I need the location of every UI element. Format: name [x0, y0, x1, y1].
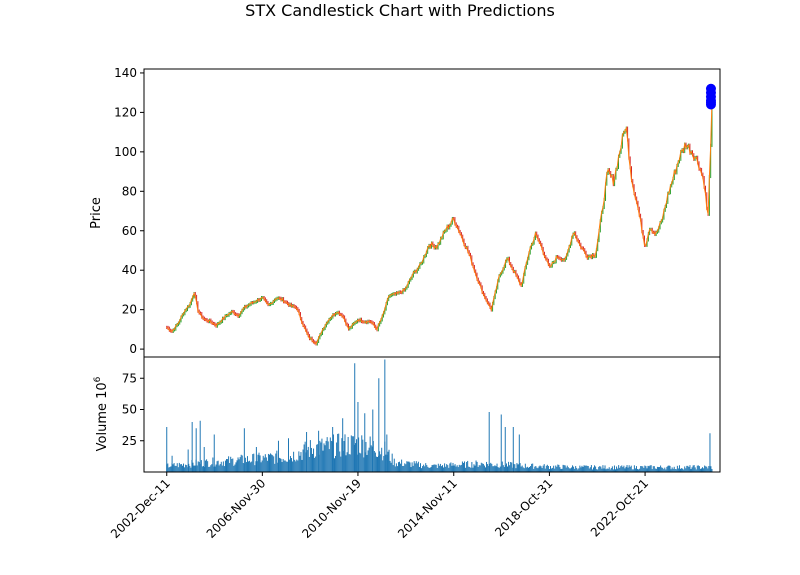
price-tick-label: 120 — [114, 105, 137, 119]
chart-title: STX Candlestick Chart with Predictions — [245, 1, 555, 20]
volume-y-ticks: 25 50 75 — [122, 371, 144, 448]
x-tick-label: 2002-Dec-11 — [108, 476, 173, 541]
x-tick-label: 2014-Nov-11 — [395, 476, 460, 541]
price-y-ticks: 0 20 40 60 80 100 120 140 — [114, 66, 144, 356]
price-tick-label: 80 — [122, 184, 137, 198]
price-tick-label: 60 — [122, 224, 137, 238]
volume-tick-label: 50 — [122, 403, 137, 417]
volume-bars — [166, 359, 713, 472]
volume-y-label-text: Volume 10 — [95, 382, 110, 451]
price-tick-label: 140 — [114, 66, 137, 80]
price-y-label: Price — [89, 197, 104, 229]
price-tick-label: 0 — [129, 342, 137, 356]
price-tick-label: 40 — [122, 263, 137, 277]
x-tick-label: 2018-Oct-31 — [492, 476, 555, 539]
volume-y-label-exponent: 6 — [93, 376, 103, 382]
x-tick-label: 2010-Nov-19 — [299, 476, 364, 541]
prediction-markers — [705, 83, 716, 110]
close-price-line — [166, 99, 713, 345]
volume-tick-label: 25 — [122, 434, 137, 448]
volume-plot-frame — [143, 356, 721, 473]
volume-panel: 25 50 75 Volume 106 — [93, 356, 721, 473]
price-tick-label: 20 — [122, 303, 137, 317]
x-tick-label: 2006-Nov-30 — [204, 476, 269, 541]
x-tick-label: 2022-Oct-21 — [588, 476, 651, 539]
prediction-marker — [705, 99, 716, 110]
volume-y-label: Volume 106 — [93, 376, 110, 451]
price-panel: 0 20 40 60 80 100 120 140 Price — [89, 66, 721, 358]
x-axis-ticks: 2002-Dec-11 2006-Nov-30 2010-Nov-19 2014-No… — [108, 472, 651, 541]
price-series — [166, 97, 713, 346]
price-tick-label: 100 — [114, 145, 137, 159]
volume-tick-label: 75 — [122, 371, 137, 385]
